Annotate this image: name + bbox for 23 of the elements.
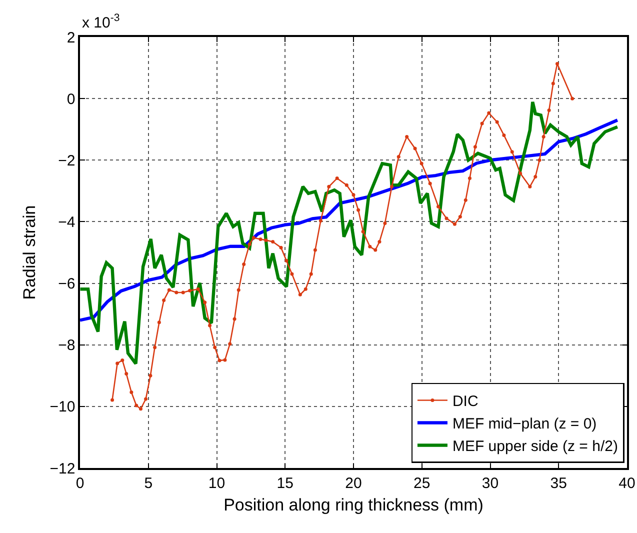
legend-label: MEF upper side (z = h/2) xyxy=(452,438,618,456)
y-tick-label: −10 xyxy=(50,398,76,416)
x-axis-title: Position along ring thickness (mm) xyxy=(224,496,484,515)
x-tick-label: 35 xyxy=(550,474,567,492)
y-tick-label: −8 xyxy=(58,337,76,354)
y-tick-label: −12 xyxy=(50,460,76,478)
text: x 10$^{-3}$ xyxy=(82,12,120,32)
y-tick-label: −6 xyxy=(58,276,76,293)
x-tick-label: 30 xyxy=(482,474,499,492)
line-series xyxy=(80,100,620,366)
x-tick-label: 20 xyxy=(345,474,362,492)
legend-label: MEF mid−plan (z = 0) xyxy=(452,416,597,433)
x-tick-label: 40 xyxy=(618,474,636,492)
y-axis-title: Radial strain xyxy=(20,205,39,300)
x-tick-label: 5 xyxy=(144,474,153,492)
x-tick-label: 25 xyxy=(414,474,430,492)
y-tick-label: −4 xyxy=(58,214,76,231)
y-tick-label: 0 xyxy=(66,90,76,108)
x-tick-label: 10 xyxy=(208,474,226,492)
x-tick-label: 15 xyxy=(276,474,294,492)
y-tick-label: −2 xyxy=(58,152,76,170)
legend-label: DIC xyxy=(452,393,478,410)
y-tick-label: 2 xyxy=(66,29,76,46)
